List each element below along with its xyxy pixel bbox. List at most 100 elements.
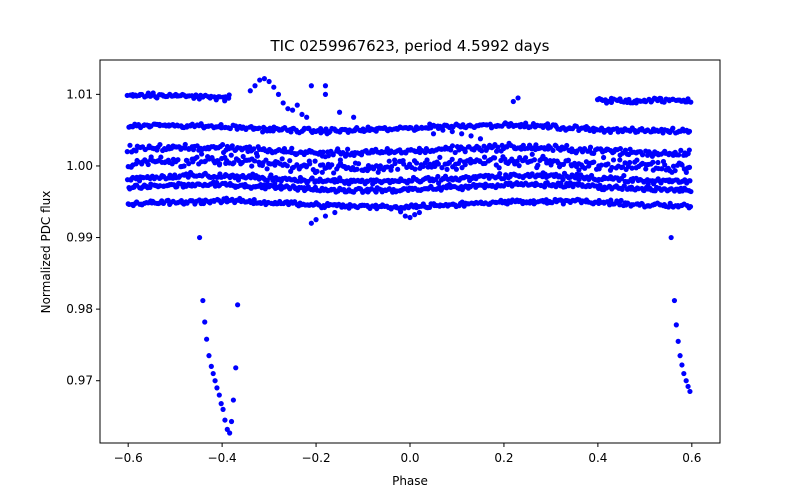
data-point: [386, 186, 392, 192]
data-point: [157, 141, 163, 148]
data-point: [299, 111, 305, 118]
x-tick-label: 0.2: [494, 451, 513, 465]
data-point: [440, 127, 446, 133]
data-point: [510, 98, 516, 105]
data-point: [321, 204, 328, 211]
transit-point: [222, 417, 228, 423]
transit-point: [685, 383, 691, 390]
transit-point: [214, 385, 220, 391]
data-point: [395, 166, 401, 172]
data-point: [263, 157, 269, 163]
data-point: [287, 158, 293, 164]
data-point: [384, 164, 390, 170]
data-point: [261, 76, 267, 82]
x-axis-label: Phase: [392, 474, 428, 488]
data-point: [351, 114, 357, 120]
data-point: [226, 92, 232, 98]
data-point: [319, 169, 325, 175]
data-point: [601, 154, 607, 161]
data-point: [289, 107, 296, 113]
data-point: [659, 166, 665, 172]
data-point: [199, 151, 205, 157]
data-point: [247, 88, 253, 94]
data-point: [591, 159, 597, 165]
data-point: [670, 125, 676, 131]
transit-point: [677, 353, 683, 359]
y-tick-label: 1.00: [66, 159, 93, 173]
data-point: [597, 182, 603, 188]
data-point: [231, 160, 237, 166]
data-point: [672, 168, 678, 174]
data-point: [550, 147, 556, 154]
data-point: [220, 142, 226, 148]
data-point: [251, 158, 258, 164]
data-point: [587, 144, 594, 150]
data-point: [496, 165, 502, 171]
data-point: [322, 91, 329, 97]
data-point: [610, 157, 617, 163]
data-point: [257, 77, 263, 83]
data-point: [449, 156, 455, 162]
data-point: [535, 162, 541, 168]
data-point: [516, 163, 522, 169]
data-point: [481, 154, 488, 160]
transit-point: [233, 365, 239, 371]
transit-point: [668, 234, 674, 241]
transit-point: [671, 297, 678, 304]
data-point: [621, 183, 627, 189]
data-point: [412, 212, 418, 218]
data-point: [439, 165, 445, 171]
data-point: [150, 90, 156, 96]
data-point: [564, 142, 570, 149]
data-point: [272, 181, 278, 187]
data-point: [175, 157, 181, 163]
data-point: [452, 149, 458, 156]
data-point: [492, 155, 498, 161]
data-point: [398, 209, 404, 215]
data-point: [678, 147, 684, 153]
data-point: [186, 161, 192, 167]
data-point: [304, 114, 310, 120]
data-point: [340, 150, 346, 156]
points-layer: [124, 76, 694, 436]
data-point: [662, 162, 668, 168]
data-point: [308, 83, 314, 89]
transit-point: [220, 406, 226, 412]
data-point: [355, 161, 362, 167]
transit-point: [216, 392, 222, 398]
data-point: [312, 158, 318, 164]
data-point: [289, 145, 295, 151]
data-point: [252, 83, 258, 89]
transit-point: [228, 418, 235, 425]
data-point: [389, 164, 395, 170]
data-point: [325, 153, 332, 159]
x-tick-label: 0.4: [588, 451, 607, 465]
data-point: [527, 124, 533, 130]
data-point: [522, 155, 529, 161]
data-point: [158, 154, 164, 160]
data-point: [477, 136, 484, 142]
x-axis: −0.6 −0.4 −0.2 0.0 0.2 0.4 0.6: [114, 443, 701, 465]
data-point: [459, 131, 465, 137]
data-point: [622, 147, 629, 153]
data-point: [407, 214, 413, 221]
data-point: [479, 148, 485, 154]
data-point: [145, 161, 151, 168]
data-point: [686, 164, 693, 170]
data-point: [676, 152, 682, 158]
transit-point: [673, 322, 679, 328]
data-point: [515, 95, 521, 101]
data-point: [228, 152, 234, 158]
data-point: [249, 163, 255, 169]
data-point: [216, 161, 223, 167]
transit-point: [230, 397, 236, 403]
data-point: [377, 163, 384, 169]
data-point: [330, 152, 336, 158]
data-point: [529, 151, 535, 157]
data-point: [373, 189, 379, 195]
y-tick-label: 0.98: [66, 302, 93, 316]
data-point: [271, 84, 277, 90]
data-point: [268, 172, 274, 178]
x-tick-label: −0.2: [301, 451, 330, 465]
data-point: [285, 106, 291, 112]
